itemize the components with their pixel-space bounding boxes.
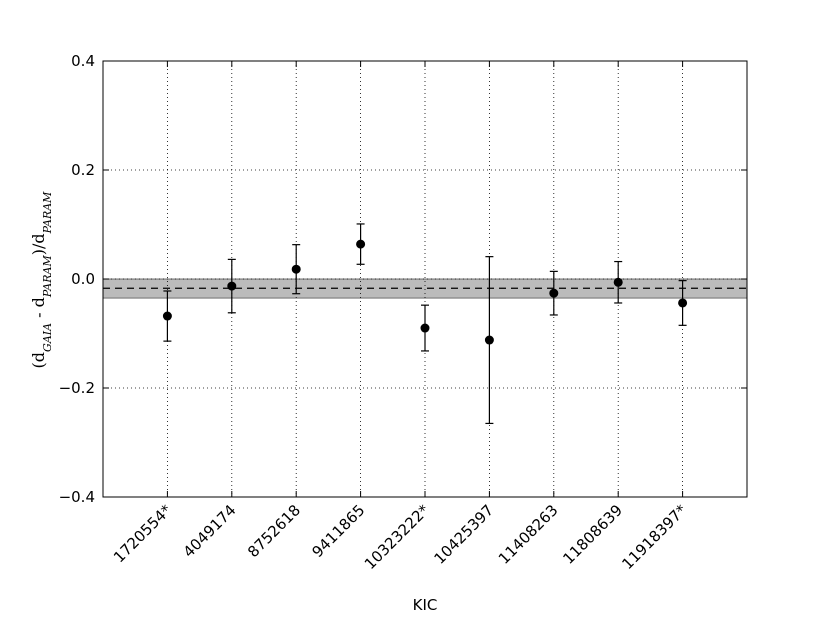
y-tick-label: 0.2 — [71, 161, 95, 179]
x-tick-label: 11408263 — [495, 501, 562, 568]
x-tick-label: 11918397* — [618, 501, 690, 573]
point — [420, 323, 430, 333]
point — [613, 277, 623, 287]
x-axis-title: KIC — [413, 596, 438, 614]
x-tick-label: 11808639 — [559, 501, 626, 568]
y-axis-title-part: PARAM — [41, 191, 54, 235]
x-tick-label: 4049174 — [180, 501, 240, 561]
y-axis-title-part: - d — [29, 297, 48, 323]
y-axis-title-part: )/d — [29, 233, 48, 255]
point — [678, 298, 688, 308]
x-tick-label: 9411865 — [308, 501, 368, 561]
point — [484, 335, 494, 345]
y-tick-label: −0.4 — [59, 488, 95, 506]
x-tick-label: 1720554* — [110, 501, 176, 567]
y-axis-title: (dGAIA - dPARAM)/dPARAM — [29, 191, 54, 369]
point — [356, 239, 366, 249]
y-tick-label: −0.2 — [59, 379, 95, 397]
y-axis-title-part: PARAM — [41, 255, 54, 299]
y-tick-label: 0.0 — [71, 270, 95, 288]
y-axis-title-part: GAIA — [41, 323, 54, 352]
point — [227, 281, 237, 291]
plot-frame — [102, 60, 748, 498]
x-tick-label: 10323222* — [361, 501, 433, 573]
point — [162, 311, 172, 321]
point — [549, 288, 559, 298]
point — [291, 264, 301, 274]
y-axis-title-part: (d — [29, 352, 48, 368]
y-tick-label: 0.4 — [71, 52, 95, 70]
x-tick-label: 8752618 — [244, 501, 304, 561]
x-tick-label: 10425397 — [431, 501, 498, 568]
